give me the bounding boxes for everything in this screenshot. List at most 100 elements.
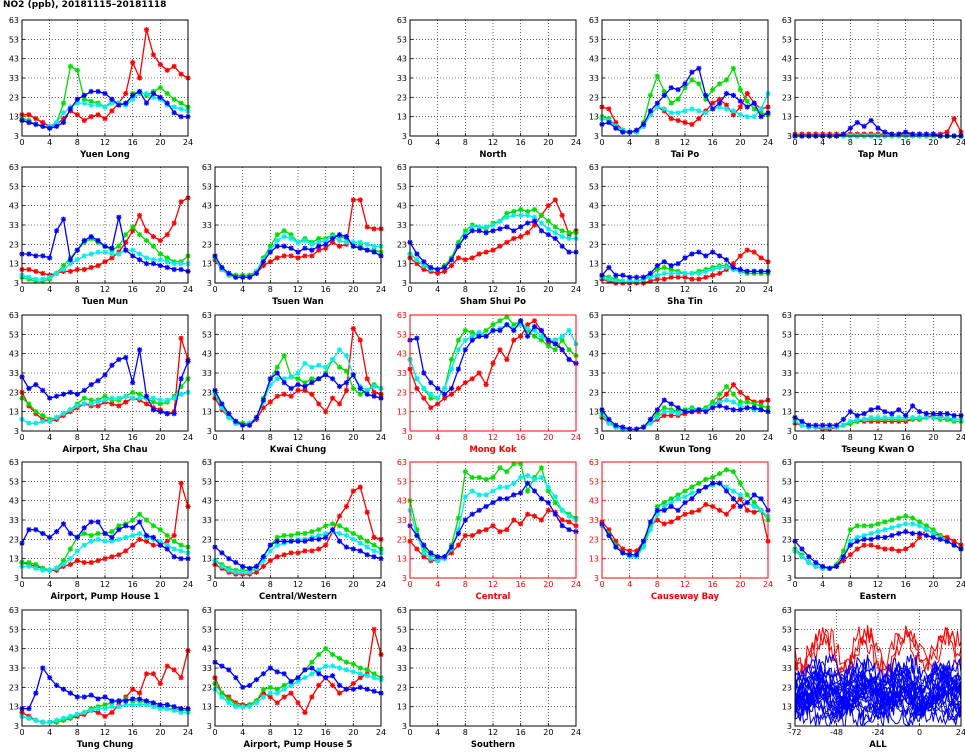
- data-point-cyan: [524, 472, 531, 479]
- data-point-blue: [923, 131, 930, 137]
- data-point-blue: [350, 243, 356, 249]
- data-point-blue: [730, 264, 737, 271]
- data-point-red: [469, 376, 475, 382]
- data-point-cyan: [654, 104, 660, 110]
- y-tick-label: 43: [782, 645, 792, 654]
- data-point-cyan: [357, 540, 363, 546]
- panel-title: Airport, Sha Chau: [63, 445, 148, 455]
- data-point-red: [323, 542, 329, 548]
- x-tick-label: 8: [463, 580, 468, 589]
- data-point-blue: [937, 411, 943, 417]
- data-point-green: [675, 492, 681, 498]
- data-point-cyan: [74, 711, 80, 717]
- data-point-blue: [511, 492, 517, 498]
- data-point-blue: [930, 131, 936, 137]
- data-point-cyan: [130, 702, 136, 708]
- data-point-blue: [552, 341, 558, 347]
- data-point-cyan: [675, 411, 681, 417]
- data-point-green: [178, 100, 184, 106]
- data-point-green: [81, 395, 87, 401]
- data-point-blue: [246, 565, 253, 571]
- data-point-cyan: [136, 395, 143, 401]
- data-point-blue: [566, 356, 572, 363]
- data-point-cyan: [675, 496, 681, 502]
- data-point-blue: [88, 692, 94, 698]
- data-point-blue: [538, 327, 545, 334]
- data-point-blue: [744, 405, 750, 411]
- y-tick-label: 13: [782, 703, 792, 712]
- data-point-cyan: [455, 347, 462, 353]
- data-point-cyan: [136, 702, 143, 708]
- y-tick-label: 3: [594, 132, 599, 141]
- y-tick-label: 13: [9, 113, 19, 122]
- data-point-cyan: [737, 403, 743, 409]
- x-tick-label: 20: [543, 433, 553, 442]
- data-point-cyan: [350, 239, 356, 245]
- data-point-blue: [309, 247, 315, 253]
- station-trace: [795, 687, 961, 721]
- y-tick-label: 43: [397, 350, 407, 359]
- data-point-cyan: [552, 230, 558, 236]
- data-point-cyan: [295, 678, 301, 685]
- data-point-blue: [799, 546, 805, 552]
- data-point-red: [336, 690, 343, 696]
- data-point-blue: [737, 503, 743, 510]
- data-point-green: [469, 329, 475, 335]
- data-point-blue: [552, 235, 558, 242]
- y-tick-label: 53: [782, 477, 792, 486]
- data-point-red: [123, 90, 129, 97]
- data-point-green: [157, 251, 163, 257]
- data-point-cyan: [267, 382, 273, 388]
- y-tick-label: 33: [589, 221, 599, 230]
- data-point-cyan: [123, 393, 129, 399]
- data-point-blue: [226, 667, 232, 673]
- data-point-red: [295, 700, 301, 706]
- data-point-cyan: [737, 492, 743, 498]
- data-point-red: [316, 247, 322, 253]
- data-point-blue: [647, 416, 654, 422]
- data-point-blue: [40, 253, 46, 259]
- data-point-cyan: [136, 251, 143, 257]
- data-point-cyan: [47, 274, 53, 280]
- data-point-blue: [274, 243, 280, 249]
- data-point-red: [157, 680, 163, 687]
- data-point-green: [545, 218, 551, 224]
- data-point-blue: [350, 372, 356, 378]
- data-point-red: [889, 546, 895, 552]
- data-point-red: [178, 71, 184, 77]
- data-point-blue: [295, 249, 301, 255]
- data-point-red: [95, 403, 101, 409]
- data-point-red: [620, 546, 626, 552]
- x-tick-label: 0: [407, 728, 412, 737]
- data-point-cyan: [875, 414, 881, 421]
- data-point-blue: [930, 411, 936, 417]
- data-point-cyan: [329, 356, 336, 363]
- data-point-green: [462, 327, 468, 334]
- data-point-cyan: [455, 527, 462, 533]
- data-point-blue: [640, 538, 647, 544]
- data-point-red: [281, 552, 287, 558]
- data-point-green: [157, 401, 163, 407]
- data-point-cyan: [316, 362, 322, 368]
- data-point-red: [109, 554, 115, 560]
- data-point-blue: [40, 387, 46, 393]
- x-tick-label: 0: [599, 285, 604, 294]
- data-point-cyan: [33, 276, 39, 282]
- data-point-blue: [164, 411, 170, 417]
- data-point-cyan: [854, 416, 860, 422]
- data-point-blue: [33, 527, 39, 533]
- data-point-blue: [462, 517, 468, 523]
- data-point-green: [545, 488, 551, 494]
- y-tick-label: 33: [9, 516, 19, 525]
- data-point-cyan: [102, 249, 108, 255]
- data-point-green: [518, 461, 524, 467]
- data-point-cyan: [518, 474, 524, 481]
- data-point-red: [274, 554, 280, 560]
- data-point-blue: [414, 251, 420, 257]
- x-tick-label: 4: [47, 433, 52, 442]
- data-point-red: [288, 690, 294, 696]
- data-point-cyan: [441, 385, 448, 392]
- data-point-red: [559, 517, 565, 523]
- data-point-cyan: [260, 694, 267, 700]
- y-tick-label: 3: [402, 427, 407, 436]
